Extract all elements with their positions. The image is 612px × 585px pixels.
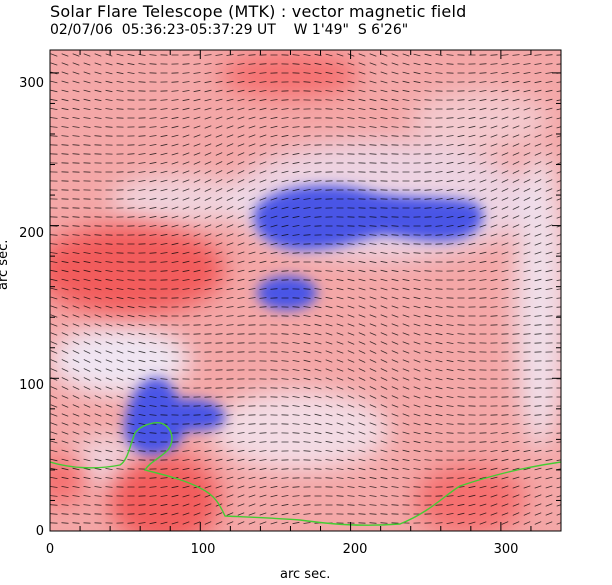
- x-tick-label: 300: [494, 542, 519, 557]
- x-tick-label: 200: [343, 542, 368, 557]
- figure-subtitle: 02/07/06 05:36:23-05:37:29 UT W 1'49" S …: [50, 22, 409, 38]
- y-tick-label: 200: [19, 226, 44, 241]
- negative-polarity-regions: [124, 185, 484, 455]
- green-contour: [50, 422, 561, 526]
- magnetogram-image: [50, 50, 561, 531]
- y-tick-label: 100: [19, 378, 44, 393]
- axis-ticks: [49, 50, 562, 532]
- figure-title: Solar Flare Telescope (MTK) : vector mag…: [50, 2, 467, 21]
- x-axis-label: arc sec.: [280, 567, 331, 582]
- y-tick-label: 0: [36, 524, 44, 539]
- x-tick-label: 100: [191, 542, 216, 557]
- x-tick-label: 0: [46, 542, 54, 557]
- plot-frame: [49, 49, 562, 532]
- y-tick-label: 300: [19, 76, 44, 91]
